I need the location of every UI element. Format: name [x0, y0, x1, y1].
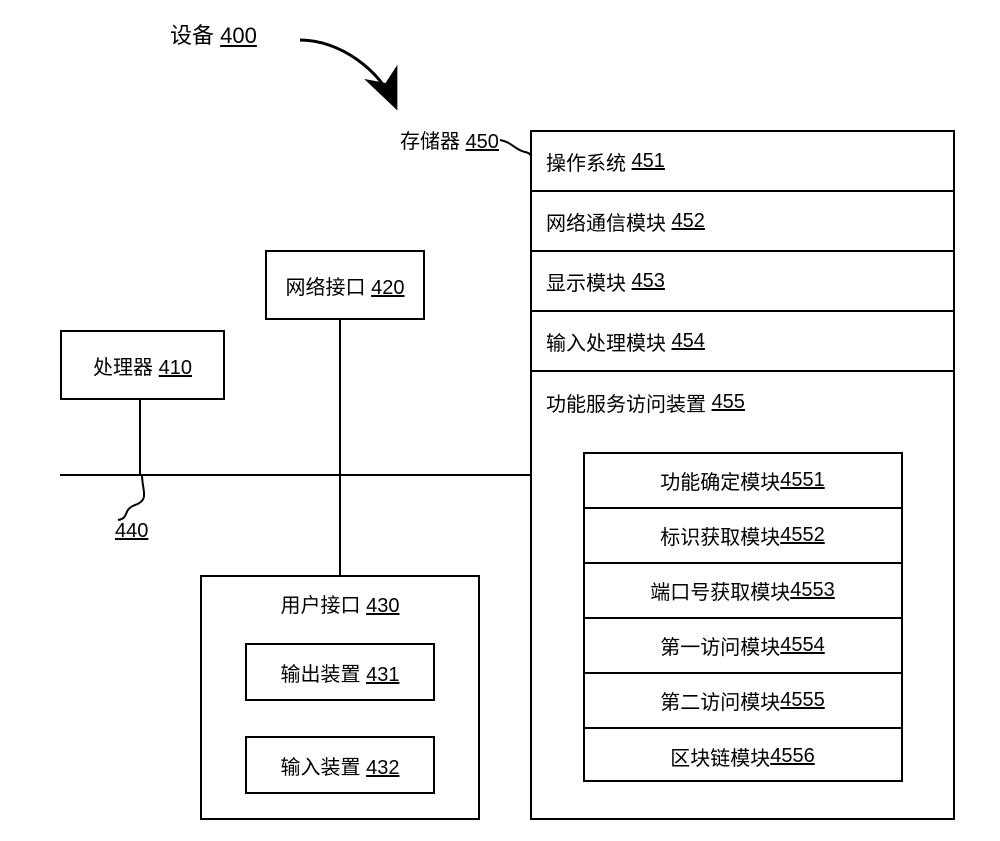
sub-row-2: 端口号获取模块 4553: [585, 564, 901, 619]
memory-row-3: 输入处理模块 454: [532, 312, 953, 372]
sub-row-1: 标识获取模块 4552: [585, 509, 901, 564]
memory-label-num: 450: [466, 131, 499, 153]
network-if-text: 网络接口: [286, 277, 366, 299]
title-num: 400: [220, 23, 257, 48]
network-if-num: 420: [371, 277, 404, 299]
diagram-stage: 设备 400 存储器 450 440 处理器 410 网络接口 420 用户接口…: [0, 0, 1000, 841]
sub-row-3-text: 第一访问模块: [660, 631, 780, 660]
sub-row-1-num: 4552: [780, 524, 825, 547]
processor-text: 处理器: [93, 357, 153, 379]
memory-row-2-num: 453: [632, 270, 665, 293]
memory-label-text: 存储器: [400, 131, 460, 153]
sub-row-4-num: 4555: [780, 689, 825, 712]
bus-num: 440: [115, 520, 148, 542]
memory-box: 操作系统 451 网络通信模块 452 显示模块 453 输入处理模块 454 …: [530, 130, 955, 820]
sub-row-3: 第一访问模块 4554: [585, 619, 901, 674]
output-device-num: 431: [366, 664, 399, 686]
title-label: 设备 400: [170, 18, 257, 50]
output-device-text: 输出装置: [281, 664, 361, 686]
memory-row-1: 网络通信模块 452: [532, 192, 953, 252]
sub-row-5-num: 4556: [770, 745, 815, 768]
sub-row-1-text: 标识获取模块: [660, 521, 780, 550]
sub-row-4-text: 第二访问模块: [660, 686, 780, 715]
sub-row-4: 第二访问模块 4555: [585, 674, 901, 729]
memory-row-2-text: 显示模块: [546, 267, 626, 296]
memory-row-0-text: 操作系统: [546, 147, 626, 176]
sub-row-2-num: 4553: [790, 579, 835, 602]
memory-row-4-text: 功能服务访问装置: [546, 388, 706, 417]
memory-row-2: 显示模块 453: [532, 252, 953, 312]
sub-row-5-text: 区块链模块: [670, 742, 770, 771]
memory-row-0-num: 451: [632, 150, 665, 173]
memory-row-3-text: 输入处理模块: [546, 327, 666, 356]
memory-row-3-num: 454: [672, 330, 705, 353]
sub-modules-box: 功能确定模块 4551 标识获取模块 4552 端口号获取模块 4553 第一访…: [583, 452, 903, 782]
input-device-box: 输入装置 432: [245, 736, 435, 794]
user-if-box: 用户接口 430 输出装置 431 输入装置 432: [200, 575, 480, 820]
user-if-title: 用户接口 430: [202, 589, 478, 618]
output-device-box: 输出装置 431: [245, 643, 435, 701]
sub-row-0-text: 功能确定模块: [660, 466, 780, 495]
processor-num: 410: [159, 357, 192, 379]
memory-row-4-num: 455: [712, 391, 745, 414]
sub-row-0: 功能确定模块 4551: [585, 454, 901, 509]
processor-box: 处理器 410: [60, 330, 225, 400]
sub-row-5: 区块链模块 4556: [585, 729, 901, 784]
sub-row-3-num: 4554: [780, 634, 825, 657]
input-device-num: 432: [366, 757, 399, 779]
user-if-title-text: 用户接口: [281, 595, 361, 617]
user-if-title-num: 430: [366, 595, 399, 617]
sub-row-0-num: 4551: [780, 469, 825, 492]
sub-row-2-text: 端口号获取模块: [650, 576, 790, 605]
memory-row-1-num: 452: [672, 210, 705, 233]
memory-label: 存储器 450: [400, 125, 499, 154]
memory-row-0: 操作系统 451: [532, 132, 953, 192]
title-text: 设备: [170, 23, 214, 48]
memory-row-4: 功能服务访问装置 455: [532, 372, 953, 432]
bus-num-label: 440: [115, 520, 148, 543]
memory-row-1-text: 网络通信模块: [546, 207, 666, 236]
network-if-box: 网络接口 420: [265, 250, 425, 320]
input-device-text: 输入装置: [281, 757, 361, 779]
